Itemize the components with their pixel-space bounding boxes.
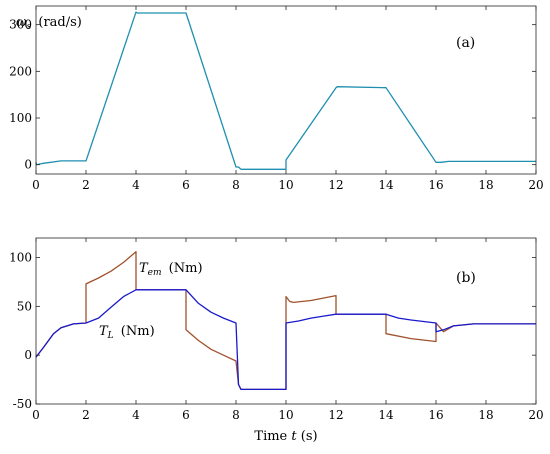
- x-tick-label: 10: [278, 408, 293, 422]
- x-tick-label: 8: [232, 408, 240, 422]
- y-tick-label: 0: [24, 158, 32, 172]
- x-tick-label: 0: [32, 178, 40, 192]
- x-tick-label: 6: [182, 178, 190, 192]
- y-tick-label: 100: [9, 111, 32, 125]
- x-tick-label: 0: [32, 408, 40, 422]
- x-tick-label: 12: [328, 408, 343, 422]
- x-tick-label: 20: [528, 178, 543, 192]
- x-tick-label: 16: [428, 178, 443, 192]
- series-line-1: [35, 11, 536, 170]
- x-tick-label: 2: [82, 178, 90, 192]
- y-axis-label: ωs (rad/s): [16, 15, 82, 32]
- series-annotation: Tem (Nm): [139, 261, 203, 278]
- y-tick-label: -50: [13, 397, 32, 411]
- x-tick-label: 4: [132, 408, 140, 422]
- x-tick-label: 14: [378, 178, 394, 192]
- x-tick-label: 18: [478, 178, 493, 192]
- y-tick-label: 100: [9, 251, 32, 265]
- x-tick-label: 8: [232, 178, 240, 192]
- x-tick-label: 16: [428, 408, 443, 422]
- x-axis-label: Time t (s): [254, 429, 317, 444]
- axes-frame: [35, 5, 537, 175]
- series-annotation: TL (Nm): [99, 324, 155, 341]
- x-tick-label: 4: [132, 178, 140, 192]
- x-tick-label: 12: [328, 178, 343, 192]
- series-line-2: [35, 289, 536, 391]
- x-tick-label: 6: [182, 408, 190, 422]
- x-tick-label: 14: [378, 408, 394, 422]
- x-tick-label: 10: [278, 178, 293, 192]
- y-tick-label: 0: [24, 348, 32, 362]
- y-tick-label: 50: [17, 299, 32, 313]
- x-tick-label: 2: [82, 408, 90, 422]
- y-tick-label: 300: [9, 18, 32, 32]
- x-tick-label: 20: [528, 408, 543, 422]
- x-tick-label: 18: [478, 408, 493, 422]
- series-line-1: [35, 251, 536, 391]
- panel-label: (b): [456, 270, 476, 286]
- panel-label: (a): [456, 35, 475, 51]
- y-tick-label: 200: [9, 64, 32, 78]
